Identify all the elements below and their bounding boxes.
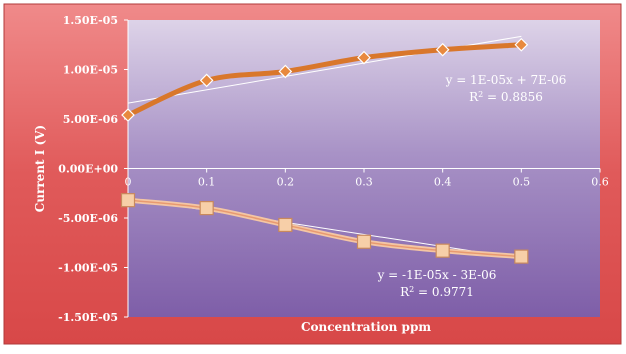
y-tick-label: 1.00E-05 xyxy=(63,64,118,77)
y-tick-label: 5.00E-06 xyxy=(63,113,119,126)
x-tick-label: 0.3 xyxy=(355,176,373,189)
series-1-point xyxy=(121,108,135,122)
labels-group: Concentration ppm Current I (V) y = 1E-05x… xyxy=(33,73,566,334)
axes-group: 1.50E-05 1.00E-05 5.00E-06 0.00E+00 -5.00E-0… xyxy=(58,14,609,324)
r2-label: R xyxy=(469,90,479,104)
series-1-point xyxy=(435,42,450,57)
series-2-point xyxy=(435,243,450,258)
x-tick-label: 0.4 xyxy=(434,176,452,189)
series-1-point xyxy=(278,64,293,79)
y-tick-label: -5.00E-06 xyxy=(58,212,118,225)
x-tick-label: 0.5 xyxy=(513,176,531,189)
y-tick-label: 0.00E+00 xyxy=(58,163,118,176)
x-tick-label: 0.6 xyxy=(591,176,609,189)
trendline-2-equation: y = -1E-05x - 3E-06 xyxy=(377,268,497,282)
trendline-2-r2: R2 = 0.9771 xyxy=(400,285,474,300)
r2-superscript: 2 xyxy=(409,285,414,294)
series-1-point xyxy=(199,73,214,88)
series-2-point xyxy=(356,234,372,249)
trendline-1-r2: R2 = 0.8856 xyxy=(469,90,543,105)
r2-value: = 0.9771 xyxy=(414,285,474,299)
x-axis-title: Concentration ppm xyxy=(301,320,431,334)
series-2-point xyxy=(514,249,529,264)
series-2-point xyxy=(120,193,136,208)
r2-value: = 0.8856 xyxy=(483,90,543,104)
x-tick-label: 0.2 xyxy=(277,176,295,189)
series-2-point xyxy=(199,201,214,216)
series-1-point xyxy=(514,37,529,52)
x-tick-label: 0.1 xyxy=(198,176,216,189)
series-group xyxy=(120,37,529,264)
y-axis-title: Current I (V) xyxy=(33,125,47,212)
r2-superscript: 2 xyxy=(478,90,483,99)
series-2-point xyxy=(278,217,293,233)
y-tick-label: -1.50E-05 xyxy=(58,311,118,324)
series-2-line-core xyxy=(127,199,522,258)
y-tick-label: 1.50E-05 xyxy=(63,14,118,27)
series-1-point xyxy=(357,50,371,65)
x-tick-label: 0 xyxy=(125,176,132,189)
y-tick-label: -1.00E-05 xyxy=(58,262,118,275)
trendline-1-equation: y = 1E-05x + 7E-06 xyxy=(445,73,567,87)
r2-label: R xyxy=(400,285,410,299)
